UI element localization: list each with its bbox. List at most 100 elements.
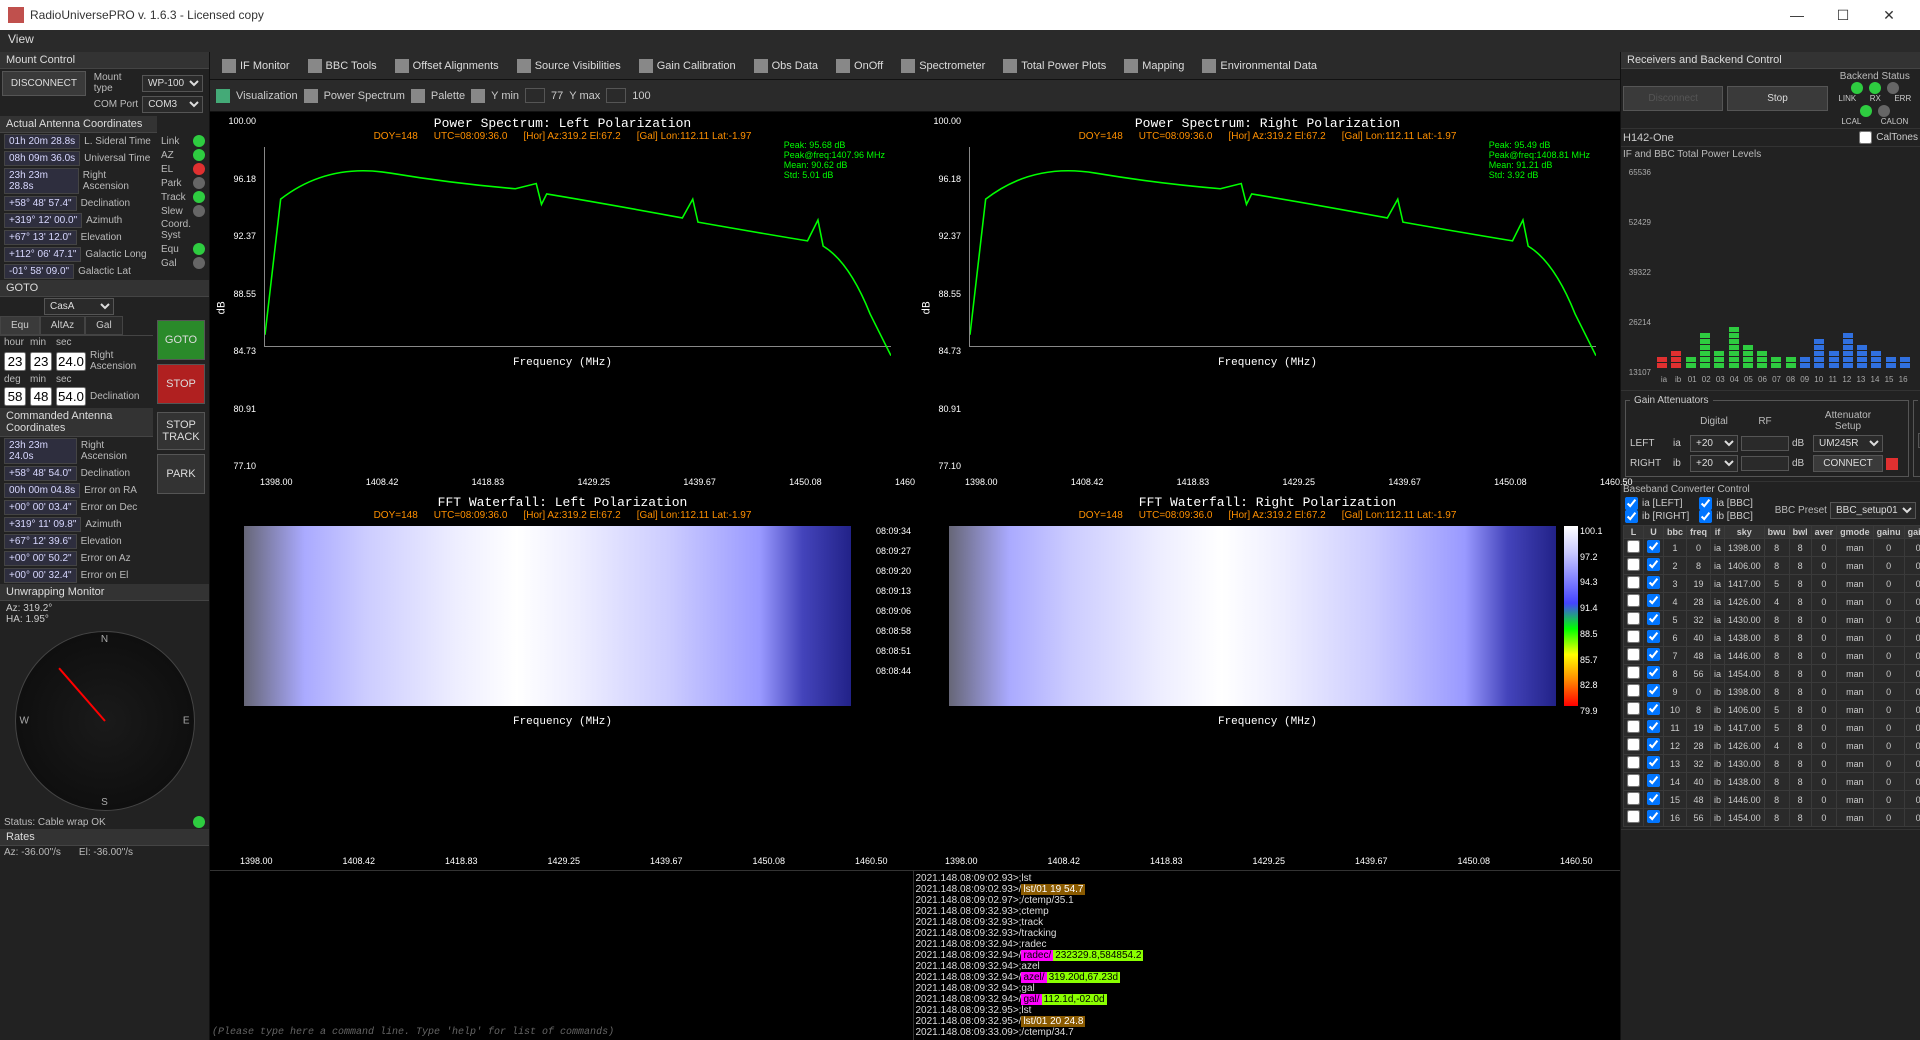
bbc-row[interactable]: 108ib1406.00580man00 [1624,701,1920,719]
com-port-select[interactable]: COM3 [142,96,203,113]
console-input-pane[interactable]: (Please type here a command line. Type '… [210,871,914,1040]
cable-status: Status: Cable wrap OK [4,817,106,828]
dec-min[interactable] [30,387,52,406]
bbc-preset-select[interactable]: BBC_setup01 [1830,502,1916,519]
unwrapping-header: Unwrapping Monitor [0,584,209,601]
cmd-value: +58° 48' 54.0" [4,466,77,481]
bar [1900,357,1910,368]
el-led [193,163,205,175]
minimize-button[interactable]: — [1774,0,1820,30]
bbc-row[interactable]: 428ia1426.00480man00 [1624,593,1920,611]
ia-bbc-check[interactable]: ia [BBC] [1699,497,1753,510]
att-left-dig[interactable]: +20 [1690,435,1738,452]
toolbar-obs data[interactable]: Obs Data [746,57,826,75]
rate-el: El: -36.00"/s [79,847,133,858]
bbc-row[interactable]: 532ia1430.00880man00 [1624,611,1920,629]
link-led [1851,82,1863,94]
config-icon[interactable] [411,89,425,103]
cmd-value: +00° 00' 32.4" [4,568,77,583]
bbc-row[interactable]: 1440ib1438.00880man00 [1624,773,1920,791]
stop-button[interactable]: STOP [157,364,205,404]
park-button[interactable]: PARK [157,454,205,494]
bbc-row[interactable]: 90ib1398.00880man00 [1624,683,1920,701]
disconnect-button[interactable]: DISCONNECT [2,71,86,96]
ra-sec[interactable] [56,352,86,371]
ymin-spinner[interactable] [525,88,545,103]
bbc-row[interactable]: 856ia1454.00880man00 [1624,665,1920,683]
toolbar-mapping[interactable]: Mapping [1116,57,1192,75]
bar [1771,357,1781,368]
backend-header: Receivers and Backend Control [1621,52,1920,69]
mount-type-select[interactable]: WP-100 [142,75,203,92]
grid-icon[interactable] [304,89,318,103]
toolbar-spectrometer[interactable]: Spectrometer [893,57,993,75]
backend-stop[interactable]: Stop [1727,86,1827,111]
backend-disconnect[interactable]: Disconnect [1623,86,1723,111]
toolbar-environmental data[interactable]: Environmental Data [1194,57,1325,75]
att-device[interactable]: UM245R [1813,435,1883,452]
toolbar-onoff[interactable]: OnOff [828,57,891,75]
ia-left-check[interactable]: ia [LEFT] [1625,497,1689,510]
toolbar-total power plots[interactable]: Total Power Plots [995,57,1114,75]
dec-sec[interactable] [56,387,86,406]
toolbar-gain calibration[interactable]: Gain Calibration [631,57,744,75]
menu-view[interactable]: View [8,32,34,46]
tab-altaz[interactable]: AltAz [40,316,85,335]
toolbar-bbc tools[interactable]: BBC Tools [300,57,385,75]
viz-label: Visualization [236,90,298,102]
bbc-row[interactable]: 1119ib1417.00580man00 [1624,719,1920,737]
tab-equ[interactable]: Equ [0,316,40,335]
goto-button[interactable]: GOTO [157,320,205,360]
menubar: View [0,30,1920,52]
bbc-row[interactable]: 1548ib1446.00880man00 [1624,791,1920,809]
ra-min[interactable] [30,352,52,371]
palette-icon[interactable] [471,89,485,103]
bbc-row[interactable]: 748ia1446.00880man00 [1624,647,1920,665]
lcal-led [1860,105,1872,117]
bbc-row[interactable]: 28ia1406.00880man00 [1624,557,1920,575]
viz-toolbar: Visualization Power Spectrum Palette Y m… [210,80,1620,112]
toolbar-icon [395,59,409,73]
maximize-button[interactable]: ☐ [1820,0,1866,30]
bbc-row[interactable]: 1228ib1426.00480man00 [1624,737,1920,755]
att-right-dig[interactable]: +20 [1690,455,1738,472]
az-led [193,149,205,161]
coord-value: 23h 23m 28.8s [4,168,79,194]
bbc-row[interactable]: 1656ib1454.00880man00 [1624,809,1920,827]
bbc-row[interactable]: 1332ib1430.00880man00 [1624,755,1920,773]
caltones-check[interactable]: CalTones [1859,131,1918,144]
bar [1843,333,1853,368]
att-left-rf[interactable] [1741,436,1789,451]
rate-az: Az: -36.00"/s [4,847,61,858]
ymax-spinner[interactable] [606,88,626,103]
bar [1714,351,1724,368]
dec-deg[interactable] [4,387,26,406]
ib-bbc-check[interactable]: ib [BBC] [1699,510,1753,523]
goto-target-select[interactable]: CasA [44,298,114,315]
bbc-row[interactable]: 640ia1438.00880man00 [1624,629,1920,647]
bar [1886,357,1896,368]
ymax-value: 100 [632,90,650,102]
toolbar-source visibilities[interactable]: Source Visibilities [509,57,629,75]
att-right-rf[interactable] [1741,456,1789,471]
bbc-row[interactable]: 319ia1417.00580man00 [1624,575,1920,593]
rates-header: Rates [0,829,209,846]
toolbar-offset alignments[interactable]: Offset Alignments [387,57,507,75]
close-button[interactable]: ✕ [1866,0,1912,30]
actual-coords-header: Actual Antenna Coordinates [0,116,157,133]
bar [1857,345,1867,368]
left-panel: Mount Control DISCONNECT Mount typeWP-10… [0,52,210,1040]
coord-value: +67° 13' 12.0" [4,230,77,245]
ra-hour[interactable] [4,352,26,371]
bbc-row[interactable]: 10ia1398.00880man00 [1624,539,1920,557]
stop-track-button[interactable]: STOP TRACK [157,412,205,450]
bar [1743,345,1753,368]
save-icon[interactable] [216,89,230,103]
coord-value: 08h 09m 36.0s [4,151,80,166]
toolbar-if monitor[interactable]: IF Monitor [214,57,298,75]
ib-right-check[interactable]: ib [RIGHT] [1625,510,1689,523]
tab-gal[interactable]: Gal [85,316,123,335]
connect-button[interactable]: CONNECT [1813,455,1883,472]
cmd-value: +00° 00' 03.4" [4,500,77,515]
unwrap-az: Az: 319.2° [6,603,203,614]
